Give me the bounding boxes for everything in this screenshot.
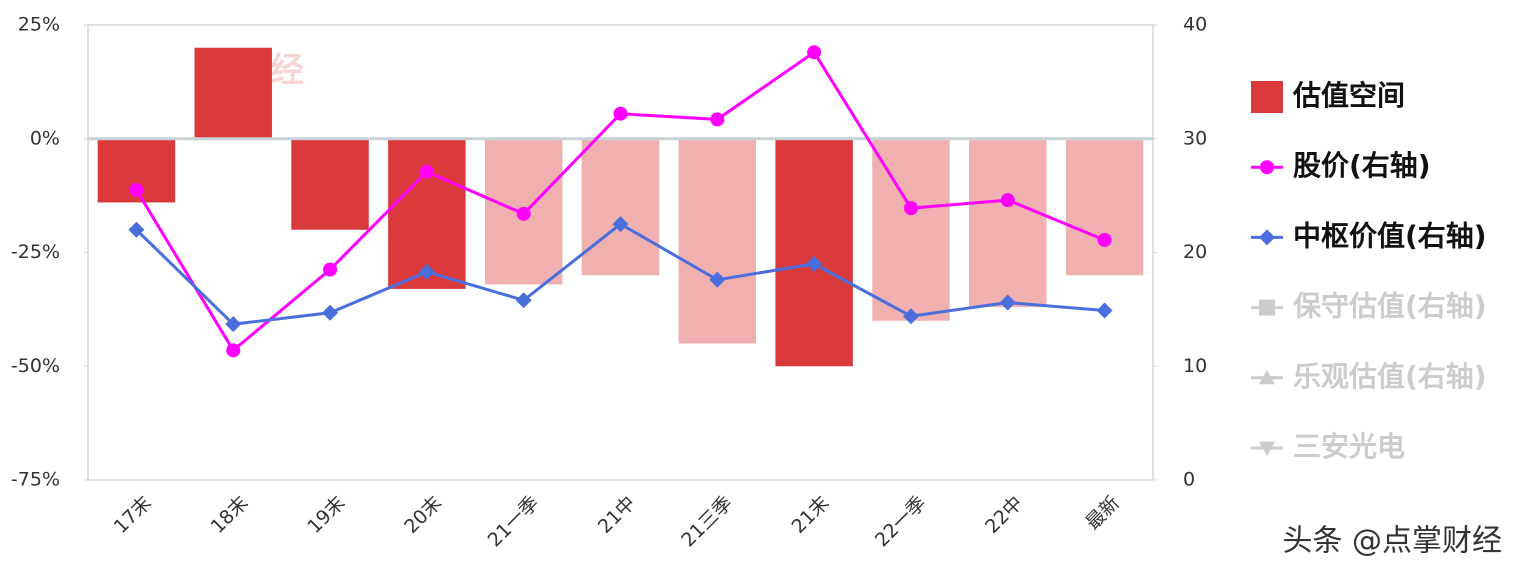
legend-marker [1259, 441, 1275, 456]
y-tick-label: -75% [11, 469, 60, 491]
y-tick-label: -25% [11, 241, 60, 263]
x-tick-label: 21一季 [484, 492, 544, 552]
x-tick-label: 17末 [110, 492, 156, 538]
y2-tick-label: 10 [1183, 355, 1207, 377]
marker [322, 304, 339, 321]
marker [128, 221, 145, 238]
marker [323, 262, 338, 277]
y-tick-label: 25% [18, 14, 60, 36]
y2-tick-label: 0 [1183, 469, 1195, 491]
bar [291, 138, 369, 230]
legend-marker [1259, 229, 1275, 246]
y2-tick-label: 30 [1183, 127, 1207, 149]
marker [418, 263, 435, 280]
legend-label: 估值空间 [1292, 79, 1405, 112]
bar [194, 47, 272, 139]
marker [806, 255, 823, 272]
x-tick-label: 18末 [207, 492, 253, 538]
legend-marker [1259, 369, 1275, 385]
marker [515, 292, 532, 309]
marker [419, 164, 434, 179]
x-tick-label: 21三季 [677, 492, 737, 552]
y2-tick-label: 40 [1183, 14, 1207, 36]
marker [710, 112, 725, 127]
legend-swatch [1251, 81, 1283, 113]
x-tick-label: 22一季 [871, 492, 931, 552]
y-tick-label: 0% [30, 127, 60, 149]
x-tick-label: 21末 [787, 492, 833, 538]
marker [807, 45, 822, 60]
legend-label: 股价(右轴) [1293, 149, 1431, 182]
legend-label: 乐观估值(右轴) [1293, 360, 1487, 393]
y2-tick-label: 20 [1183, 241, 1207, 263]
x-tick-label: 20末 [400, 492, 446, 538]
marker [709, 271, 726, 288]
x-tick-label: 21中 [594, 492, 640, 538]
marker [613, 106, 628, 121]
bar [581, 138, 660, 276]
legend-label: 三安光电 [1293, 430, 1405, 463]
legend-marker [1259, 299, 1275, 316]
marker [225, 316, 242, 333]
x-tick-label: 最新 [1082, 492, 1124, 534]
legend-label: 保守估值(右轴) [1293, 290, 1487, 323]
watermark: 头条 @点掌财经 [1282, 524, 1502, 559]
marker [516, 206, 531, 221]
marker [612, 216, 629, 233]
bar [969, 138, 1047, 308]
marker [226, 343, 241, 358]
bar [678, 138, 757, 344]
y-tick-label: -50% [11, 355, 60, 377]
marker [1096, 302, 1113, 319]
x-tick-label: 22中 [981, 492, 1027, 538]
marker [1000, 193, 1015, 208]
marker [1097, 232, 1112, 247]
legend-marker [1260, 160, 1274, 175]
marker [902, 308, 919, 325]
bar [775, 138, 853, 367]
legend-label: 中枢价值(右轴) [1293, 219, 1487, 252]
bar [1065, 138, 1144, 276]
x-tick-label: 19末 [303, 492, 349, 538]
marker [903, 201, 918, 216]
marker [129, 182, 144, 197]
marker [999, 294, 1016, 311]
